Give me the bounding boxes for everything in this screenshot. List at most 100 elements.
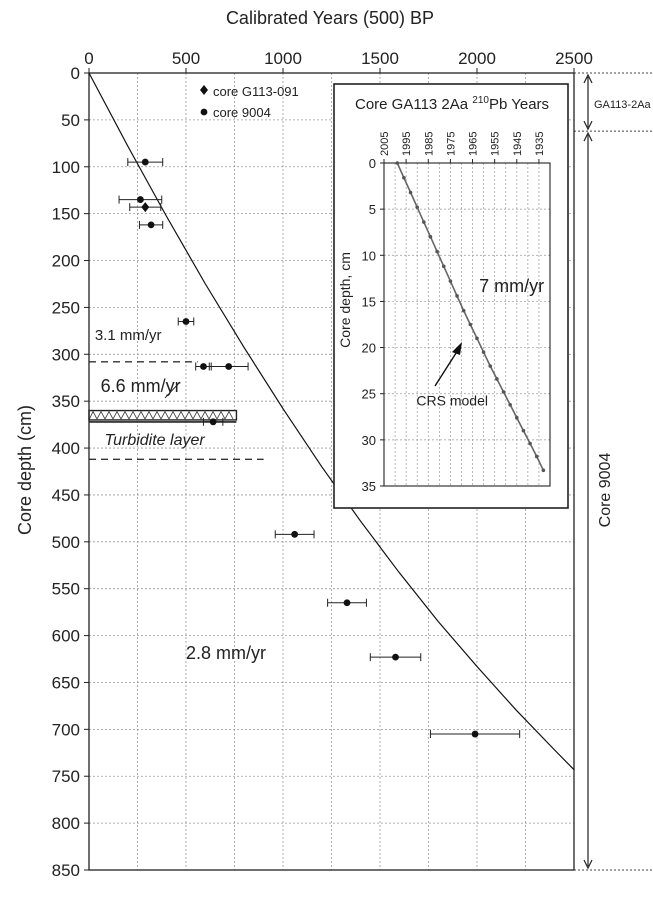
inset-data-point (488, 364, 493, 368)
inset-x-tick-label: 1975 (445, 132, 457, 156)
bracket-arrow (583, 131, 593, 142)
y-tick-label: 150 (52, 205, 80, 224)
legend-diamond-marker (200, 85, 208, 95)
y-tick-label: 450 (52, 486, 80, 505)
inset-data-point (455, 294, 459, 298)
data-point-core-9004 (392, 653, 399, 661)
data-point-core-9004 (291, 530, 299, 538)
y-tick-label: 300 (52, 345, 80, 364)
inset-data-point (495, 377, 499, 381)
inset-title-main: Core GA113 2Aa (355, 96, 472, 113)
y-tick-label: 550 (52, 580, 80, 599)
y-tick-label: 50 (61, 111, 80, 130)
bracket-arrow (583, 73, 593, 84)
inset-title-suffix: Pb Years (489, 96, 549, 113)
main-decorations: 3.1 mm/yr 6.6 mm/yr Turbidite layer 2.8 mm/… (88, 72, 653, 871)
inset-y-tick-label: 15 (362, 294, 376, 309)
y-tick-label: 250 (52, 298, 80, 317)
inset-data-point (468, 322, 473, 327)
x-tick-label: 500 (172, 49, 200, 68)
data-point-core-9004 (147, 221, 155, 229)
inset-y-tick-label: 20 (362, 341, 376, 356)
annotation-label: 6.6 mm/yr (101, 376, 181, 396)
y-tick-label: 800 (52, 814, 80, 833)
turbidite-leader (164, 381, 181, 399)
inset-data-point (521, 428, 526, 433)
inset-y-tick-label: 10 (362, 248, 376, 263)
inset-x-tick-label: 1955 (490, 132, 502, 156)
inset-plot-frame (383, 162, 551, 487)
inset-y-tick-label: 25 (362, 387, 376, 402)
y-tick-label: 350 (52, 392, 80, 411)
turbidite-hatch (88, 410, 234, 421)
y-tick-label: 750 (52, 767, 80, 786)
main-axes: 0 500 1000 1500 2000 250005010015020025030035… (15, 8, 593, 880)
inset-title: Core GA113 2Aa 210Pb Years (355, 95, 549, 113)
y-tick-label: 400 (52, 439, 80, 458)
inset-data-point (422, 220, 426, 224)
bracket-label: GA113-2Aa (594, 99, 652, 111)
inset-data-point (501, 390, 506, 394)
x-tick-label: 2000 (458, 49, 496, 68)
inset-x-tick-label: 1945 (512, 132, 524, 156)
x-tick-label: 0 (84, 49, 93, 68)
data-point-core-9004 (141, 158, 149, 166)
inset-data-point (402, 175, 406, 180)
inset-title-superscript: 210 (472, 95, 489, 106)
legend-label: core 9004 (213, 105, 271, 120)
plot-frame (88, 72, 575, 871)
y-tick-label: 850 (52, 861, 80, 880)
inset-arrow-head (452, 342, 462, 355)
inset-data-point (475, 336, 479, 341)
y-tick-label: 500 (52, 533, 80, 552)
x-axis-label: Calibrated Years (500) BP (226, 8, 434, 28)
inset-data-point (428, 235, 433, 239)
inset-data-point (528, 441, 532, 446)
inset-data-point (515, 415, 519, 420)
inset-data-point (508, 402, 512, 407)
data-point-core-9004 (471, 730, 479, 738)
y-tick-label: 100 (52, 158, 80, 177)
y-tick-label: 700 (52, 720, 80, 739)
data-point-core-9004 (182, 318, 190, 325)
data-point-core-g113-091 (141, 202, 150, 213)
x-tick-label: 1500 (361, 49, 399, 68)
inset-y-tick-label: 0 (369, 156, 376, 171)
inset-x-tick-label: 1995 (401, 132, 413, 156)
x-tick-label: 1000 (264, 49, 302, 68)
inset-y-tick-label: 30 (362, 433, 376, 448)
y-tick-label: 200 (52, 252, 80, 271)
annotation-label: 3.1 mm/yr (95, 327, 162, 344)
inset-crs-annotation: CRS model (416, 393, 488, 409)
inset-y-tick-label: 35 (362, 479, 376, 494)
annotation-label: 2.8 mm/yr (186, 643, 266, 663)
inset-data-point (541, 468, 546, 473)
inset-data-point (481, 350, 486, 354)
inset-y-tick-label: 5 (369, 202, 376, 217)
inset-x-tick-label: 1985 (423, 132, 435, 156)
inset-x-tick-label: 1935 (534, 132, 546, 156)
inset-data-point (435, 249, 439, 254)
legend-label: core G113-091 (213, 84, 299, 99)
data-point-core-9004 (225, 363, 233, 370)
inset-frame (333, 83, 569, 509)
inset-x-tick-label: 1965 (468, 132, 480, 156)
inset-x-tick-label: 2005 (379, 132, 391, 156)
y-tick-label: 0 (71, 64, 80, 83)
bracket-arrow (583, 120, 593, 131)
inset-rate-annotation: 7 mm/yr (479, 276, 544, 296)
y-tick-label: 600 (52, 627, 80, 646)
inset-data-point (441, 264, 446, 269)
x-tick-label: 2500 (555, 49, 593, 68)
y-tick-label: 650 (52, 673, 80, 692)
data-point-core-9004 (343, 599, 351, 607)
data-point-core-9004 (200, 363, 207, 370)
inset-data-point (395, 161, 400, 165)
inset-data-point (408, 190, 413, 195)
data-point-core-9004 (209, 418, 217, 426)
legend-circle-marker (200, 108, 208, 116)
inset-data-point (415, 205, 420, 210)
inset-data-point (461, 308, 466, 313)
